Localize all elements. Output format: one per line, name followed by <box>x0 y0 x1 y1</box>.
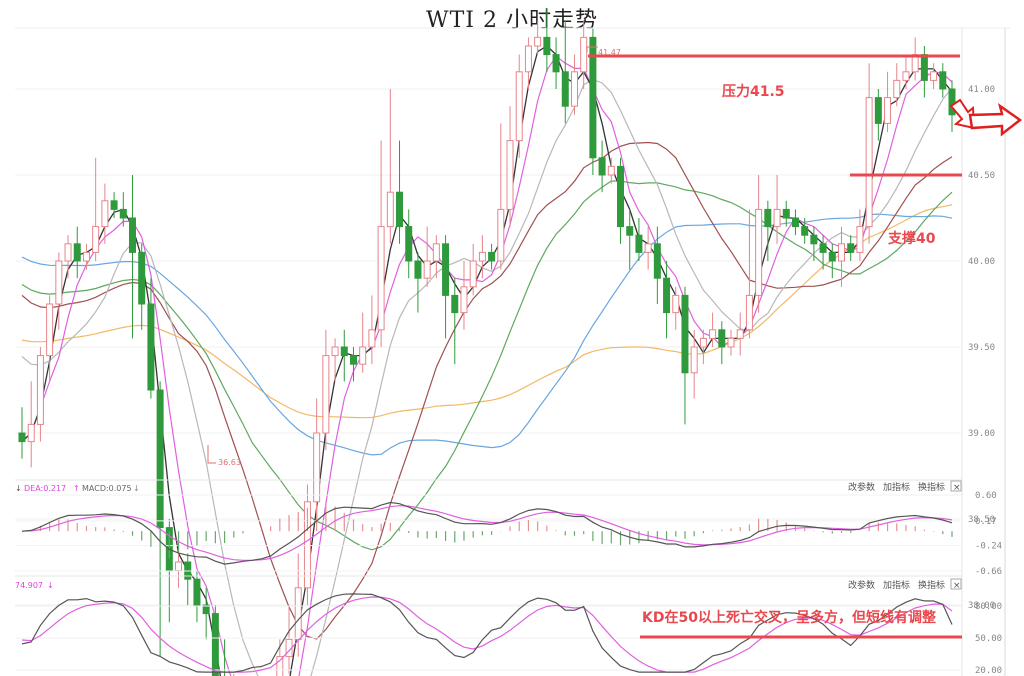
close-icon: × <box>953 483 961 493</box>
add-indicator-button[interactable]: 加指标 <box>883 579 910 591</box>
svg-text:36.63: 36.63 <box>218 458 241 467</box>
kd-lines <box>21 593 953 673</box>
add-indicator-button[interactable]: 加指标 <box>883 481 910 493</box>
arrow-down-icon: ↓ <box>47 581 54 590</box>
close-icon: × <box>953 581 961 591</box>
close-kd-button[interactable] <box>950 578 962 590</box>
main-panel: 41.0040.5040.0039.5039.0038.5038.0037.50… <box>15 8 1023 676</box>
change-params-button[interactable]: 改参数 <box>848 481 875 493</box>
price-tick: 40.50 <box>968 171 995 181</box>
macd-axis: 0.60 0.17 -0.24 -0.66 <box>975 491 1002 577</box>
kd-panel: 80.00 50.00 20.00 74.907 ↓ 改参数 加指标 换指标 × K… <box>15 575 1002 676</box>
candlesticks <box>18 8 956 676</box>
resistance-label: 压力41.5 <box>722 83 785 100</box>
arrow-up-icon: ↑ <box>73 484 80 493</box>
macd-legend: ↓ DEA:0.217 ↑ MACD:0.075 ↓ <box>15 484 140 493</box>
kd-legend: 74.907 ↓ <box>15 581 54 590</box>
switch-indicator-button[interactable]: 换指标 <box>918 481 945 493</box>
svg-text:74.907: 74.907 <box>15 581 43 590</box>
price-tick: 38.50 <box>968 515 995 525</box>
price-tick: 41.00 <box>968 85 995 95</box>
macd-lines <box>21 501 953 565</box>
price-tick: 40.00 <box>968 257 995 267</box>
main-price-axis: 41.0040.5040.0039.5039.0038.5038.0037.50… <box>968 85 995 611</box>
switch-indicator-button[interactable]: 换指标 <box>918 579 945 591</box>
price-tick: 39.00 <box>968 429 995 439</box>
kd-tick: 80.00 <box>975 602 1002 612</box>
right-arrow-icon <box>968 103 1023 137</box>
arrow-down-icon: ↓ <box>133 484 140 493</box>
kd-annotation: KD在50以上死亡交叉，呈多方，但短线有调整 <box>642 609 937 626</box>
arrow-down-icon: ↓ <box>15 484 22 493</box>
svg-text:41.47: 41.47 <box>598 48 621 57</box>
macd-toolbar: 改参数 加指标 换指标 × <box>848 480 962 493</box>
macd-tick: -0.24 <box>975 542 1002 552</box>
high-marker: 41.47 <box>586 46 621 57</box>
macd-tick: 0.17 <box>975 517 997 527</box>
kd-toolbar: 改参数 加指标 换指标 × <box>848 578 962 591</box>
moving-average-lines <box>21 45 953 676</box>
price-tick: 38.00 <box>968 601 995 611</box>
change-params-button[interactable]: 改参数 <box>848 579 875 591</box>
macd-panel: 0.60 0.17 -0.24 -0.66 ↓ DEA:0.217 ↑ MACD:0.… <box>15 479 1002 577</box>
macd-tick: 0.60 <box>975 491 997 501</box>
close-macd-button[interactable] <box>950 480 962 492</box>
kd-tick: 20.00 <box>975 666 1002 676</box>
low-marker: 36.63 <box>207 445 241 467</box>
kd-tick: 50.00 <box>975 634 1002 644</box>
kd-axis: 80.00 50.00 20.00 <box>975 602 1002 676</box>
price-tick: 39.50 <box>968 343 995 353</box>
chart-title: WTI 2 小时走势 <box>426 8 598 33</box>
macd-tick: -0.66 <box>975 567 1002 577</box>
svg-text:MACD:0.075: MACD:0.075 <box>82 484 132 493</box>
support-label: 支撑40 <box>887 230 936 247</box>
svg-text:DEA:0.217: DEA:0.217 <box>24 484 66 493</box>
